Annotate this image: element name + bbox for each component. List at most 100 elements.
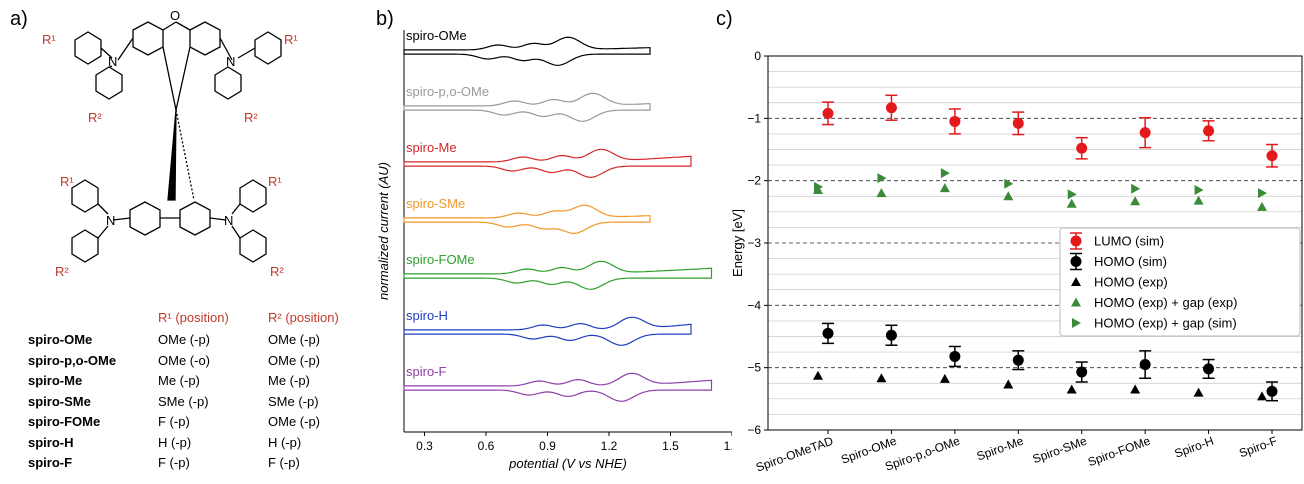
data-point bbox=[1012, 117, 1024, 129]
table-cell-r2: F (-p) bbox=[268, 455, 300, 470]
y-tick-label: −3 bbox=[747, 236, 761, 250]
y-tick-label: −2 bbox=[747, 174, 761, 188]
data-point bbox=[1266, 385, 1278, 397]
table-body: spiro-OMe OMe (-p) OMe (-p) spiro-p,o-OMe OM… bbox=[28, 332, 368, 476]
cv-series-label: spiro-SMe bbox=[406, 196, 465, 211]
table-cell-r1: Me (-p) bbox=[158, 373, 200, 388]
data-point bbox=[1193, 195, 1204, 205]
legend-marker bbox=[1071, 277, 1081, 286]
r1-label: R¹ bbox=[284, 32, 298, 47]
data-point bbox=[1076, 366, 1088, 378]
y-axis-label: Energy [eV] bbox=[732, 209, 745, 277]
x-tick-label: Spiro-FOMe bbox=[1086, 434, 1152, 470]
data-point bbox=[822, 107, 834, 119]
table-cell-r2: Me (-p) bbox=[268, 373, 310, 388]
x-tick-label: 0.6 bbox=[478, 439, 495, 453]
r2-label: R² bbox=[55, 264, 69, 279]
table-header: R¹ (position) R² (position) bbox=[28, 310, 368, 332]
r1-label: R¹ bbox=[268, 174, 282, 189]
r1-label: R¹ bbox=[42, 32, 56, 47]
data-point bbox=[814, 181, 823, 192]
legend-label: HOMO (exp) bbox=[1094, 275, 1168, 290]
panel-label-c: c) bbox=[716, 8, 733, 30]
nitrogen-label: N bbox=[226, 54, 235, 69]
data-point bbox=[822, 327, 834, 339]
table-cell-name: spiro-FOMe bbox=[28, 414, 101, 429]
cv-curve-spiro-p,o-OMe bbox=[403, 92, 651, 122]
legend-label: LUMO (sim) bbox=[1094, 234, 1164, 249]
energy-chart: 0 −1 −2 −3 −4 −5 −6 Energy [eV] Spiro-OMeTAD Spir… bbox=[732, 49, 1303, 475]
cv-series-label: spiro-p,o-OMe bbox=[406, 84, 489, 99]
data-point bbox=[939, 373, 950, 383]
legend-label: HOMO (exp) + gap (sim) bbox=[1094, 316, 1237, 331]
x-tick-label: Spiro-Me bbox=[975, 434, 1026, 464]
cv-series-label: spiro-FOMe bbox=[406, 252, 475, 267]
table-row: spiro-F F (-p) F (-p) bbox=[28, 455, 368, 476]
data-point bbox=[1139, 359, 1151, 371]
data-point bbox=[1004, 178, 1014, 189]
data-point bbox=[1066, 384, 1077, 394]
x-tick-label: 1.5 bbox=[662, 439, 679, 453]
data-point bbox=[1131, 183, 1141, 194]
y-tick-label: 0 bbox=[754, 49, 761, 63]
legend-label: HOMO (sim) bbox=[1094, 254, 1167, 269]
spiro-molecule-structure: O N N N N R¹ R¹ R² R² R¹ R¹ R² R² bbox=[42, 8, 298, 279]
table-cell-r2: H (-p) bbox=[268, 434, 302, 450]
x-axis-label: potential (V vs NHE) bbox=[508, 456, 627, 471]
table-row: spiro-H H (-p) H (-p) bbox=[28, 435, 368, 456]
x-tick-label: 0.9 bbox=[539, 439, 556, 453]
data-point bbox=[1258, 188, 1267, 199]
nitrogen-label: N bbox=[224, 213, 233, 228]
table-cell-name: spiro-H bbox=[28, 434, 74, 450]
nitrogen-label: N bbox=[106, 213, 115, 228]
substituent-table: R¹ (position) R² (position) spiro-OMe OMe… bbox=[28, 310, 368, 476]
data-point bbox=[1130, 196, 1141, 206]
nitrogen-label: N bbox=[108, 54, 117, 69]
y-tick-label: −5 bbox=[747, 361, 761, 375]
data-point bbox=[1257, 201, 1267, 211]
table-header-r1: R¹ (position) bbox=[158, 310, 229, 325]
x-tick-label: Spiro-SMe bbox=[1031, 434, 1089, 467]
data-point bbox=[1193, 387, 1204, 397]
table-row: spiro-Me Me (-p) Me (-p) bbox=[28, 373, 368, 394]
data-point bbox=[885, 102, 897, 114]
table-cell-r1: H (-p) bbox=[158, 434, 192, 450]
table-cell-r1: SMe (-p) bbox=[158, 393, 209, 409]
data-point bbox=[1194, 185, 1204, 196]
data-point bbox=[885, 329, 897, 341]
table-cell-name: spiro-p,o-OMe bbox=[28, 352, 117, 368]
cv-curve-spiro-OMe bbox=[403, 36, 651, 66]
data-point bbox=[1067, 189, 1077, 200]
table-cell-r1: F (-p) bbox=[158, 414, 190, 429]
data-point bbox=[1076, 142, 1088, 154]
r1-label: R¹ bbox=[60, 174, 74, 189]
r2-label: R² bbox=[88, 110, 102, 125]
table-row: spiro-p,o-OMe OMe (-o) OMe (-p) bbox=[28, 353, 368, 374]
data-point bbox=[949, 115, 961, 127]
data-point bbox=[813, 370, 823, 380]
cv-curve-spiro-SMe bbox=[403, 204, 651, 235]
data-point bbox=[1066, 198, 1077, 208]
table-row: spiro-OMe OMe (-p) OMe (-p) bbox=[28, 332, 368, 353]
data-point bbox=[1003, 379, 1014, 389]
legend-marker bbox=[1070, 235, 1082, 247]
data-point bbox=[1203, 125, 1215, 137]
cv-series-label: spiro-Me bbox=[406, 140, 457, 155]
table-cell-r1: F (-p) bbox=[158, 455, 190, 470]
data-point bbox=[876, 188, 887, 198]
panel-label-b: b) bbox=[376, 8, 394, 30]
legend-marker bbox=[1072, 318, 1081, 328]
y-tick-label: −1 bbox=[747, 111, 761, 125]
y-tick-label: −4 bbox=[747, 298, 761, 312]
legend-label: HOMO (exp) + gap (exp) bbox=[1094, 295, 1237, 310]
cv-curve-spiro-FOMe bbox=[403, 260, 713, 290]
table-cell-name: spiro-SMe bbox=[28, 393, 91, 409]
cv-series-label: spiro-OMe bbox=[406, 28, 467, 43]
table-header-r2: R² (position) bbox=[268, 310, 339, 325]
y-axis-label: normalized current (AU) bbox=[376, 162, 391, 300]
data-point bbox=[949, 350, 961, 362]
x-tick-label: Spiro-F bbox=[1237, 434, 1279, 461]
cv-chart: 0.3 0.6 0.9 1.2 1.5 1.8 potential (V vs NHE) no… bbox=[376, 28, 732, 471]
table-cell-r2: OMe (-p) bbox=[268, 352, 320, 368]
cv-series-label: spiro-H bbox=[406, 308, 448, 323]
